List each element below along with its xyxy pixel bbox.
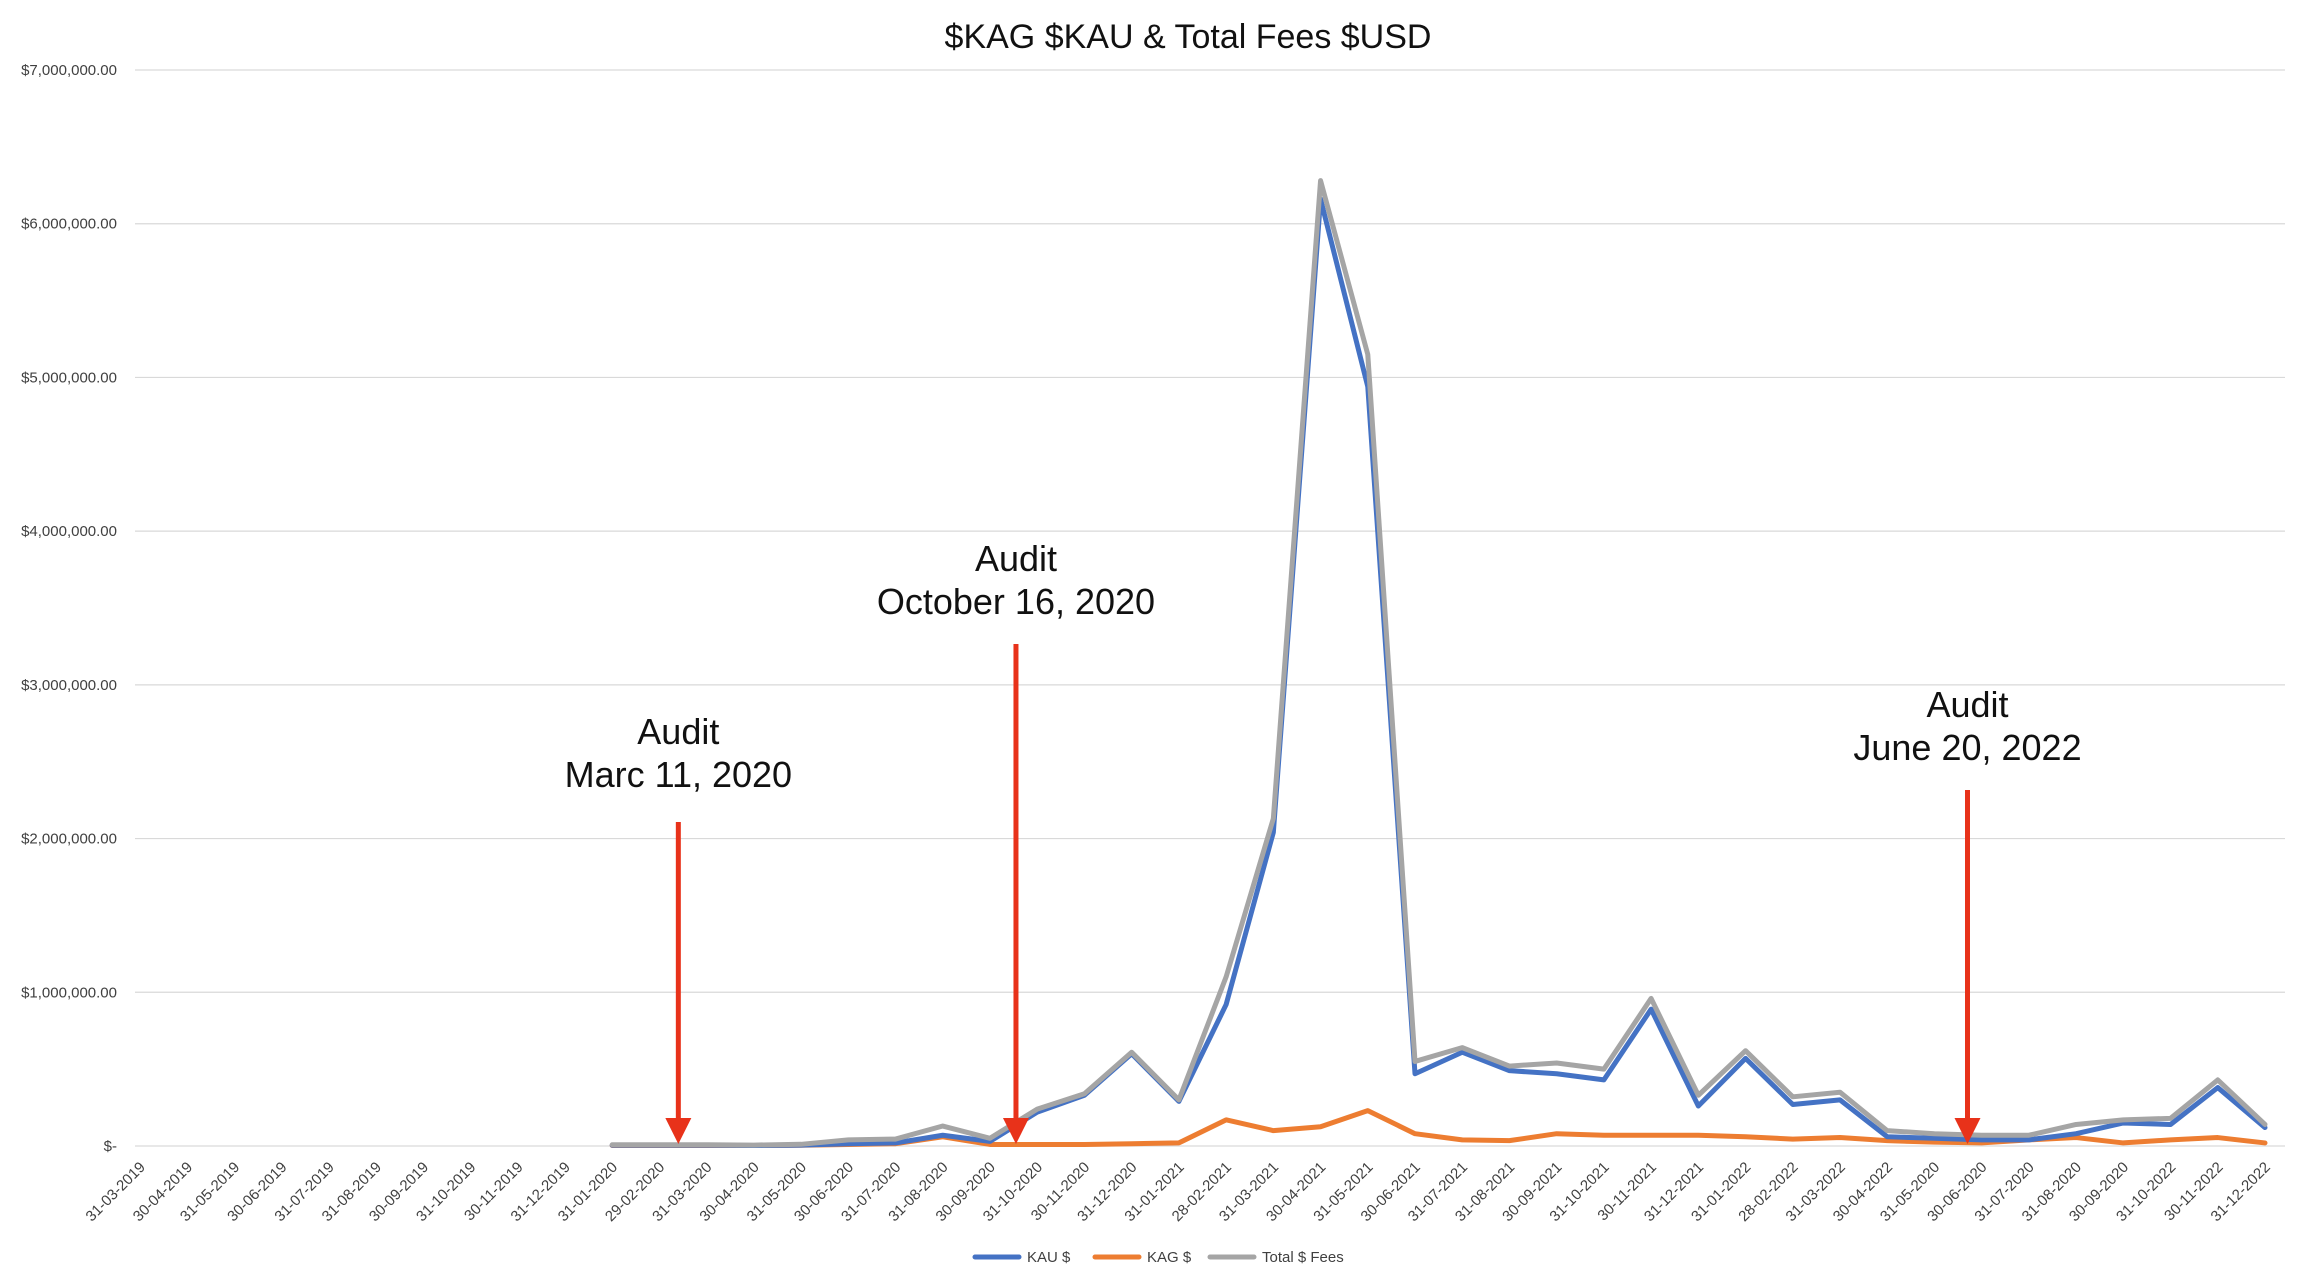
annotation-arrow-head <box>665 1118 692 1144</box>
series-line-total-fees <box>609 178 2268 1148</box>
annotation-arrow-head <box>1954 1118 1981 1144</box>
y-tick-label: $4,000,000.00 <box>21 523 117 540</box>
grid-layer <box>135 69 2285 1147</box>
y-tick-label: $- <box>104 1138 117 1155</box>
annotation-date: October 16, 2020 <box>877 581 1155 622</box>
y-tick-label: $6,000,000.00 <box>21 216 117 233</box>
series-layer <box>609 178 2268 1149</box>
legend-item-kag: KAG $ <box>1092 1249 1192 1266</box>
annotation-title: Audit <box>1926 684 2008 725</box>
annotation-date: Marc 11, 2020 <box>565 754 792 795</box>
y-tick-label: $2,000,000.00 <box>21 831 117 848</box>
y-tick-label: $5,000,000.00 <box>21 369 117 386</box>
legend-label: Total $ Fees <box>1262 1249 1344 1266</box>
series-line-kau <box>609 196 2268 1149</box>
legend-item-total-fees: Total $ Fees <box>1207 1249 1344 1266</box>
legend-label: KAG $ <box>1147 1249 1192 1266</box>
annotation-title: Audit <box>975 538 1057 579</box>
legend-item-kau: KAU $ <box>972 1249 1071 1266</box>
y-tick-label: $7,000,000.00 <box>21 62 117 79</box>
annotation-date: June 20, 2022 <box>1853 727 2081 768</box>
y-tick-label: $1,000,000.00 <box>21 984 117 1001</box>
legend: KAU $ KAG $ Total $ Fees <box>972 1249 1344 1266</box>
annotation-arrow-head <box>1002 1118 1029 1144</box>
chart-title: $KAG $KAU & Total Fees $USD <box>945 18 1432 56</box>
legend-label: KAU $ <box>1027 1249 1071 1266</box>
y-tick-label: $3,000,000.00 <box>21 677 117 694</box>
annotation-title: Audit <box>637 711 719 752</box>
y-axis-ticks: $- $1,000,000.00 $2,000,000.00 $3,000,000.0… <box>21 62 117 1155</box>
